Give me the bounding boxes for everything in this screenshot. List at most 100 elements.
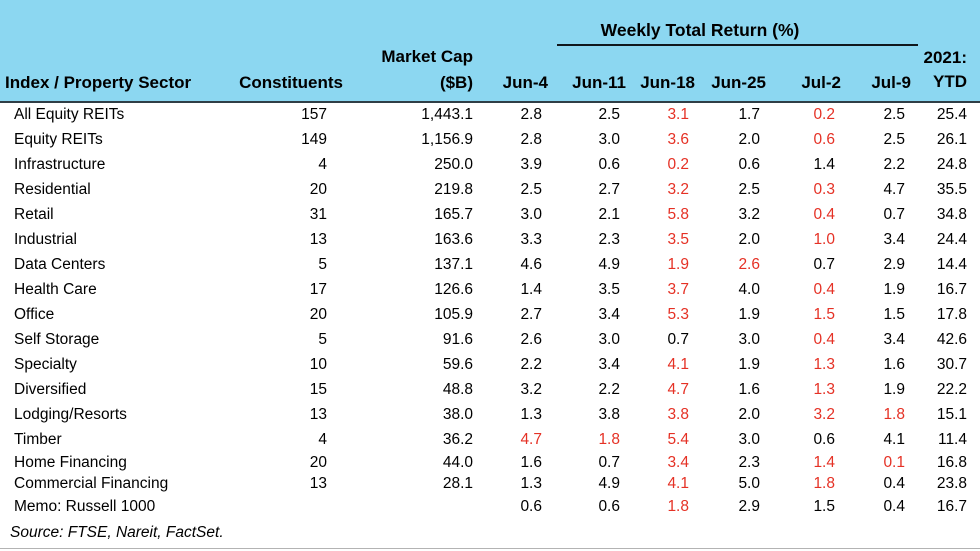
cell-jul2: 0.6	[813, 130, 835, 148]
cell-mcap: 44.0	[442, 453, 473, 471]
column-header-constituents: Constituents	[220, 0, 343, 103]
cell-jun11: 0.7	[598, 453, 620, 471]
cell-jun25: 1.6	[738, 380, 760, 398]
cell-ytd: 24.4	[936, 230, 967, 248]
cell-jul2: 1.4	[813, 453, 835, 471]
cell-label: Equity REITs	[14, 130, 103, 148]
cell-jun18: 5.3	[667, 305, 689, 323]
cell-jun11: 1.8	[598, 430, 620, 448]
cell-jun11: 2.5	[598, 106, 620, 123]
reit-returns-table: Index / Property Sector Constituents Marke…	[0, 0, 980, 520]
cell-ytd: 15.1	[936, 405, 967, 423]
cell-jun11: 2.7	[598, 180, 620, 198]
cell-jul2: 0.4	[813, 280, 835, 298]
column-header-mcap: Market Cap ($B)	[327, 0, 473, 103]
cell-jul9: 0.4	[883, 498, 905, 515]
cell-jun25: 2.6	[738, 255, 760, 273]
cell-constituents: 13	[309, 405, 327, 423]
cell-label: Memo: Russell 1000	[14, 498, 156, 515]
cell-jul9: 0.7	[883, 205, 905, 223]
cell-jul2: 1.3	[813, 380, 835, 398]
cell-jun4: 1.3	[520, 474, 542, 492]
cell-jul2: 0.4	[813, 205, 835, 223]
cell-label: All Equity REITs	[14, 106, 125, 123]
cell-ytd: 35.5	[936, 180, 967, 198]
cell-jul9: 0.1	[883, 453, 905, 471]
cell-ytd: 25.4	[936, 106, 967, 123]
cell-ytd: 24.8	[936, 155, 967, 173]
cell-jul9: 2.5	[883, 106, 905, 123]
cell-jul2: 1.0	[813, 230, 835, 248]
cell-jun18: 3.1	[667, 106, 689, 123]
cell-jun11: 2.3	[598, 230, 620, 248]
cell-jul9: 1.9	[883, 380, 905, 398]
cell-label: Residential	[14, 180, 91, 198]
cell-jun4: 4.6	[520, 255, 542, 273]
cell-jun4: 0.6	[520, 498, 542, 515]
cell-jun4: 3.9	[520, 155, 542, 173]
cell-jun25: 3.0	[738, 330, 760, 348]
cell-ytd: 16.7	[936, 280, 967, 298]
cell-constituents: 10	[309, 355, 327, 373]
cell-jun11: 3.4	[598, 305, 620, 323]
table-row: Home Financing 20 44.0 1.6 0.7 3.4 2.3 1.4 0.1 16…	[0, 452, 980, 473]
cell-constituents: 4	[318, 430, 327, 448]
column-header-label: Index / Property Sector	[0, 0, 220, 103]
cell-jun25: 1.9	[738, 305, 760, 323]
column-header-ytd: 2021: YTD	[905, 0, 980, 103]
cell-jun11: 2.2	[598, 380, 620, 398]
cell-jul2: 3.2	[813, 405, 835, 423]
table-row: Health Care 17 126.6 1.4 3.5 3.7 4.0 0.4 1.9 16.7	[0, 277, 980, 302]
column-header-jul9: Jul-9	[835, 0, 911, 103]
cell-jun25: 2.0	[738, 230, 760, 248]
cell-ytd: 16.7	[936, 498, 967, 515]
cell-jun18: 0.2	[667, 155, 689, 173]
cell-jul9: 1.5	[883, 305, 905, 323]
cell-jun11: 2.1	[598, 205, 620, 223]
cell-mcap	[327, 494, 473, 520]
cell-jul2: 1.5	[813, 498, 835, 515]
cell-jun11: 3.0	[598, 330, 620, 348]
cell-label: Commercial Financing	[14, 474, 169, 492]
cell-label: Industrial	[14, 230, 77, 248]
cell-jun4: 3.3	[520, 230, 542, 248]
cell-jun25: 2.9	[738, 498, 760, 515]
group-header-weekly-total-return: Weekly Total Return (%)	[600, 20, 800, 40]
cell-constituents: 20	[309, 180, 327, 198]
cell-label: Health Care	[14, 280, 97, 298]
cell-ytd: 42.6	[936, 330, 967, 348]
cell-jun11: 4.9	[598, 255, 620, 273]
cell-jun4: 1.6	[520, 453, 542, 471]
column-header-jun4: Jun-4	[473, 0, 548, 103]
cell-jun18: 4.1	[667, 474, 689, 492]
cell-mcap: 126.6	[434, 280, 473, 298]
cell-mcap: 105.9	[434, 305, 473, 323]
cell-jun11: 3.4	[598, 355, 620, 373]
cell-jun25: 0.6	[738, 155, 760, 173]
cell-mcap: 163.6	[434, 230, 473, 248]
column-header-jul2: Jul-2	[760, 0, 841, 103]
cell-jun18: 3.6	[667, 130, 689, 148]
cell-jun4: 2.8	[520, 106, 542, 123]
cell-jul2: 1.3	[813, 355, 835, 373]
cell-jun4: 3.2	[520, 380, 542, 398]
cell-jul9: 3.4	[883, 330, 905, 348]
cell-jun25: 2.0	[738, 405, 760, 423]
cell-mcap: 91.6	[442, 330, 473, 348]
cell-ytd: 34.8	[936, 205, 967, 223]
cell-jul9: 4.7	[883, 180, 905, 198]
source-note: Source: FTSE, Nareit, FactSet.	[10, 524, 224, 541]
cell-constituents: 5	[318, 330, 327, 348]
table-row: Diversified 15 48.8 3.2 2.2 4.7 1.6 1.3 1.9 22.2	[0, 377, 980, 402]
cell-ytd: 30.7	[936, 355, 967, 373]
cell-jun11: 0.6	[598, 498, 620, 515]
cell-jun4: 4.7	[520, 430, 542, 448]
cell-constituents: 5	[318, 255, 327, 273]
column-header-jun11: Jun-11	[542, 0, 626, 103]
cell-jun18: 3.5	[667, 230, 689, 248]
cell-mcap: 250.0	[434, 155, 473, 173]
cell-label: Retail	[14, 205, 54, 223]
cell-jul9: 4.1	[883, 430, 905, 448]
group-header-underline	[557, 44, 918, 46]
